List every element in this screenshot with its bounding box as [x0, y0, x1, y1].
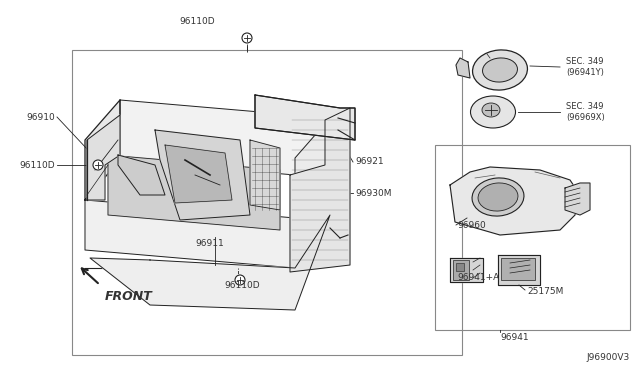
Bar [72, 50, 462, 355]
Ellipse shape [482, 103, 500, 117]
Text: J96900V3: J96900V3 [587, 353, 630, 362]
Polygon shape [85, 200, 295, 268]
Polygon shape [450, 167, 580, 235]
Polygon shape [450, 258, 483, 282]
Polygon shape [250, 140, 280, 210]
Ellipse shape [472, 178, 524, 216]
Text: FRONT: FRONT [105, 290, 153, 303]
Polygon shape [85, 100, 120, 200]
Circle shape [242, 33, 252, 43]
Polygon shape [295, 118, 330, 218]
Polygon shape [498, 255, 540, 285]
Text: 96110D: 96110D [19, 160, 55, 170]
Text: 96911: 96911 [195, 238, 224, 247]
Circle shape [93, 160, 103, 170]
Circle shape [235, 275, 245, 285]
Polygon shape [90, 215, 330, 310]
Text: 96910: 96910 [26, 112, 55, 122]
Bar [456, 263, 464, 271]
Text: 96960: 96960 [457, 221, 486, 230]
Ellipse shape [470, 96, 515, 128]
Polygon shape [255, 95, 355, 140]
Text: SEC. 349
(96941Y): SEC. 349 (96941Y) [566, 57, 604, 77]
Polygon shape [456, 58, 470, 78]
Bar [501, 258, 535, 280]
Text: 96941+A: 96941+A [457, 273, 499, 282]
Text: 96110D: 96110D [179, 17, 215, 26]
Polygon shape [87, 115, 120, 200]
Text: 96110D: 96110D [224, 280, 260, 289]
Text: 96930M: 96930M [355, 189, 392, 198]
Polygon shape [118, 155, 165, 195]
Polygon shape [290, 108, 350, 272]
Bar [435, 145, 630, 330]
Polygon shape [108, 155, 280, 230]
Polygon shape [165, 145, 232, 203]
Text: 25175M: 25175M [527, 288, 563, 296]
Ellipse shape [472, 50, 527, 90]
Polygon shape [155, 130, 250, 220]
Ellipse shape [483, 58, 518, 82]
Text: SEC. 349
(96969X): SEC. 349 (96969X) [566, 102, 605, 122]
Polygon shape [255, 95, 355, 140]
Text: 96921: 96921 [355, 157, 383, 167]
Bar [453, 260, 469, 280]
Text: 96941: 96941 [500, 334, 529, 343]
Ellipse shape [478, 183, 518, 211]
Polygon shape [120, 100, 330, 178]
Polygon shape [565, 183, 590, 215]
